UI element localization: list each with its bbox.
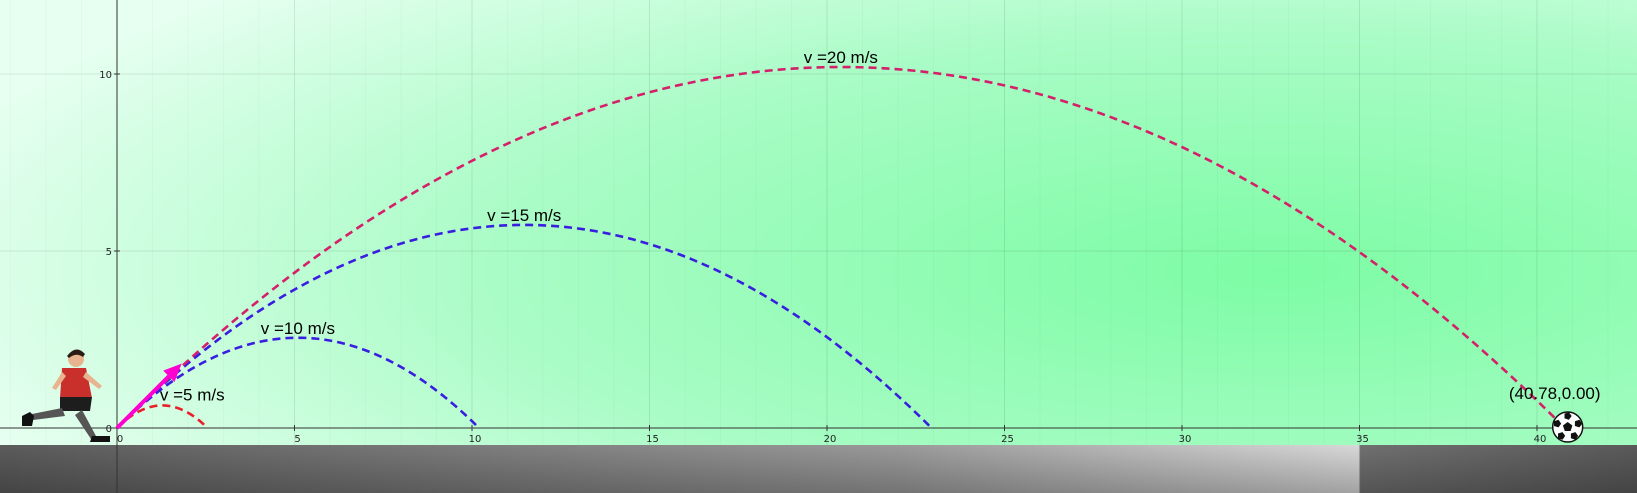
launch-velocity-arrow <box>115 363 182 430</box>
curve-labels: v =5 m/s v =10 m/s v =15 m/s v =20 m/s <box>160 48 878 404</box>
ball-patch <box>1562 422 1573 431</box>
y-tick-label: 0 <box>106 424 112 435</box>
x-tick-label: 15 <box>646 434 659 445</box>
ball-patch <box>1558 432 1566 440</box>
ball-patch <box>1564 412 1572 420</box>
curve-label-15: v =15 m/s <box>487 206 561 225</box>
trajectory-15 <box>116 223 933 429</box>
annotations: (40.78,0.00) <box>1509 384 1601 403</box>
y-tick-label: 5 <box>106 247 112 258</box>
player-icon <box>22 349 110 442</box>
ball-patch <box>1554 419 1562 428</box>
curve-label-5: v =5 m/s <box>160 385 225 404</box>
tick-labels: 0 5 10 15 20 25 30 35 40 0 5 10 <box>99 70 1546 445</box>
ground-shade <box>0 445 1637 493</box>
x-tick-label: 35 <box>1356 434 1369 445</box>
trajectory-20 <box>116 65 1566 429</box>
x-tick-label: 30 <box>1179 434 1192 445</box>
landing-point-label: (40.78,0.00) <box>1509 384 1601 403</box>
arrow-shaft <box>115 366 179 430</box>
x-tick-label: 25 <box>1001 434 1014 445</box>
ball-patch <box>1574 419 1583 428</box>
ball-patch <box>1570 432 1579 440</box>
x-tick-label: 40 <box>1534 434 1547 445</box>
arrow-head <box>163 363 182 382</box>
curve-label-10: v =10 m/s <box>261 319 335 338</box>
trajectory-10 <box>116 336 480 429</box>
x-tick-label: 20 <box>824 434 837 445</box>
x-tick-label: 0 <box>117 434 123 445</box>
x-tick-label: 5 <box>294 434 300 445</box>
ground <box>0 445 1637 493</box>
x-tick-label: 10 <box>469 434 482 445</box>
curve-label-20: v =20 m/s <box>804 48 878 67</box>
y-tick-label: 10 <box>99 70 112 81</box>
soccer-ball-icon <box>1551 411 1584 443</box>
